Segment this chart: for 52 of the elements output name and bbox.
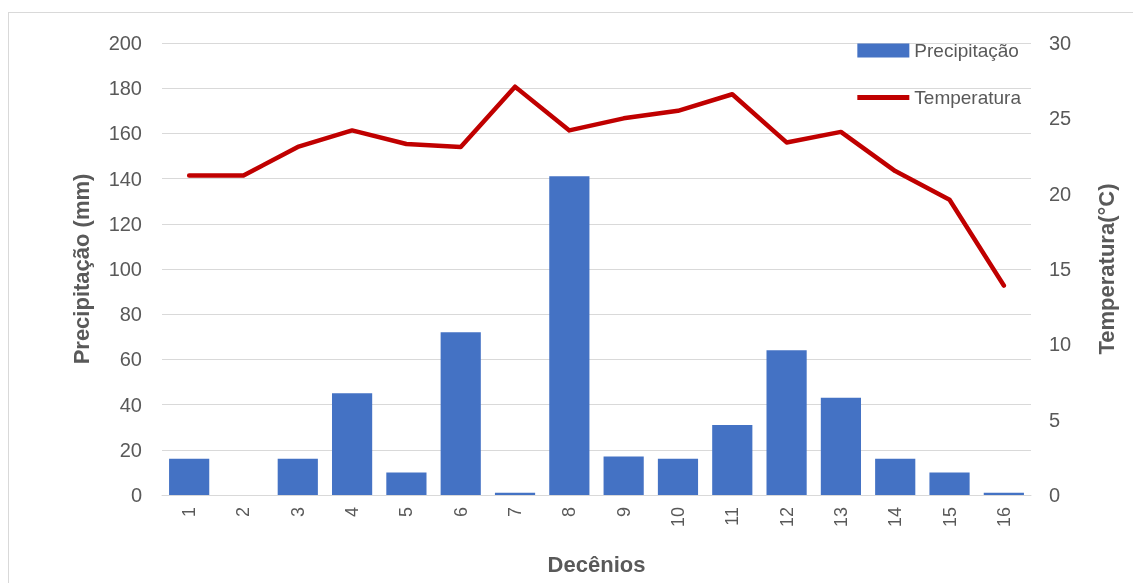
y-tick-label: 60 [119, 348, 142, 371]
y-tick-label: 80 [119, 303, 142, 326]
bar [603, 456, 644, 495]
x-tick-label: 15 [939, 507, 960, 528]
x-tick-label: 13 [830, 507, 851, 528]
bar [712, 424, 753, 495]
bar [766, 350, 807, 495]
x-tick-label: 16 [993, 507, 1014, 528]
bar [929, 472, 970, 495]
bar [440, 332, 481, 495]
legend-label: Precipitação [914, 40, 1019, 61]
y-tick-label: 100 [108, 258, 142, 280]
y-tick-label: 180 [108, 77, 142, 100]
x-tick-label: 1 [179, 507, 200, 518]
y2-tick-label: 20 [1049, 182, 1072, 205]
x-tick-label: 11 [722, 507, 743, 526]
y-axis-title: Precipitação (mm) [68, 173, 94, 365]
y2-tick-label: 5 [1049, 408, 1061, 431]
x-tick-label: 5 [396, 507, 417, 518]
bar [277, 458, 318, 495]
y2-tick-label: 0 [1049, 484, 1061, 506]
y-tick-label: 160 [108, 122, 142, 145]
x-tick-label: 3 [287, 507, 308, 518]
y2-axis-title: Temperatura(°C) [1093, 183, 1119, 355]
x-axis-title: Decênios [547, 551, 646, 577]
y-tick-label: 120 [108, 212, 142, 235]
legend-label: Temperatura [914, 87, 1022, 108]
y2-tick-label: 25 [1049, 107, 1072, 130]
y-tick-label: 0 [130, 484, 142, 506]
y2-tick-label: 15 [1049, 258, 1072, 280]
x-tick-label: 10 [667, 507, 688, 528]
bar [332, 393, 373, 495]
y2-tick-label: 30 [1049, 32, 1072, 54]
bar [820, 397, 861, 495]
bar [657, 458, 699, 495]
x-tick-label: 9 [613, 507, 634, 518]
x-tick-label: 2 [233, 507, 254, 518]
x-tick-label: 6 [450, 507, 471, 518]
x-tick-label: 4 [342, 507, 363, 518]
x-tick-label: 7 [505, 507, 526, 518]
y-tick-label: 40 [119, 393, 142, 416]
bar [386, 472, 427, 495]
bar [169, 458, 210, 495]
x-tick-label: 12 [776, 507, 797, 528]
bar [549, 176, 590, 495]
bar [875, 458, 916, 495]
y-tick-label: 140 [108, 167, 142, 190]
x-tick-label: 14 [885, 507, 906, 528]
x-tick-label: 8 [559, 507, 580, 518]
y-tick-label: 200 [108, 32, 142, 54]
y2-tick-label: 10 [1049, 333, 1072, 356]
y-tick-label: 20 [119, 438, 142, 461]
